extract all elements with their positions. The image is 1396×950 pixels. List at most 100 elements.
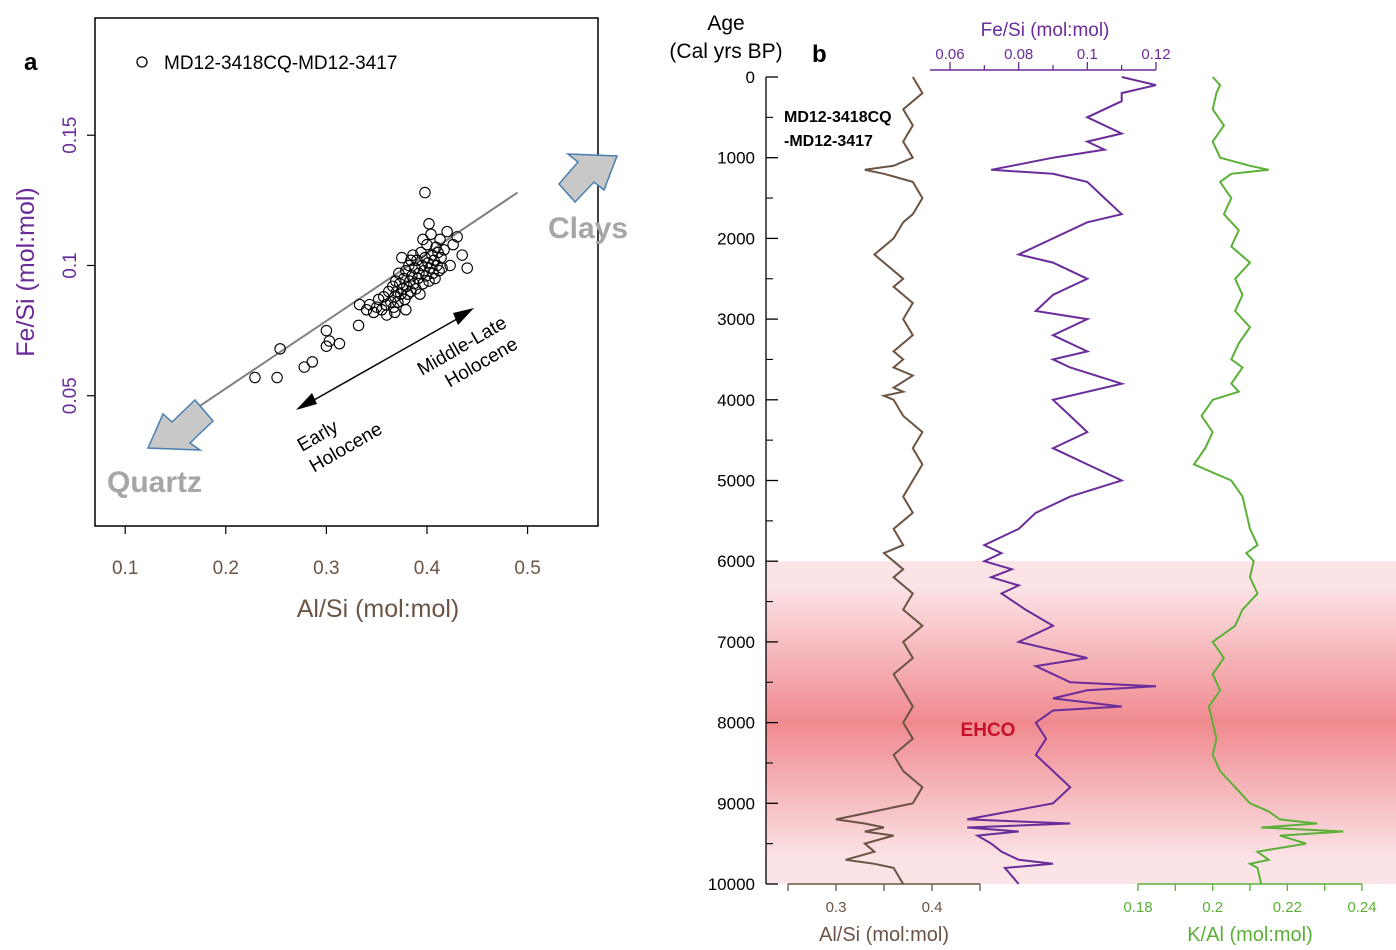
fesi-series-line [967, 76, 1157, 885]
alsi-tick-label: 0.3 [826, 899, 847, 916]
fesi-top-axis: 0.06 0.08 0.1 0.12 [930, 46, 1171, 71]
age-tick-label: 6000 [717, 552, 755, 571]
scatter-point [306, 356, 319, 368]
kal-bottom-axis: 0.18 0.2 0.22 0.24 [1123, 883, 1377, 916]
scatter-point [406, 270, 418, 282]
scatter-point [436, 262, 448, 274]
scatter-point [271, 371, 283, 384]
scatter-point [400, 304, 412, 316]
alsi-series-line [835, 76, 924, 885]
scatter-point [352, 319, 365, 332]
quartz-arrow-icon [146, 398, 215, 451]
age-label-line-1: Age [707, 12, 744, 35]
panel-b-label: b [812, 41, 827, 68]
fesi-tick-label: 0.08 [1004, 46, 1033, 63]
kal-tick-label: 0.18 [1123, 899, 1152, 916]
legend-marker-icon [136, 56, 148, 68]
scatter-point [320, 324, 333, 337]
age-axis-ticks: 0 1000 2000 3000 4000 5000 6000 7000 8000 9000 100… [708, 68, 778, 894]
kal-tick-label: 0.22 [1273, 899, 1302, 916]
scatter-point [451, 231, 463, 243]
y-tick-label: 0.05 [60, 377, 81, 414]
scatter-point [417, 277, 429, 290]
scatter-point [249, 371, 261, 384]
core-label-line-1: MD12-3418CQ [784, 109, 892, 126]
fesi-tick-label: 0.12 [1141, 46, 1170, 63]
scatter-point [419, 186, 431, 199]
ehco-band [766, 561, 1396, 884]
age-tick-label: 3000 [717, 310, 755, 329]
core-label-line-2: -MD12-3417 [784, 133, 873, 150]
scatter-point [398, 272, 410, 285]
scatter-point [392, 296, 404, 308]
scatter-point [423, 218, 435, 230]
alsi-axis-label: Al/Si (mol:mol) [819, 924, 949, 946]
x-tick-label: 0.1 [112, 558, 138, 579]
legend-label: MD12-3418CQ-MD12-3417 [164, 53, 397, 74]
y-tick-label: 0.15 [60, 117, 81, 154]
panel-b: b Age (Cal yrs BP) MD12-3418CQ -MD12-341… [669, 12, 1396, 946]
scatter-point [405, 254, 417, 267]
scatter-point [333, 337, 346, 350]
age-tick-label: 7000 [717, 633, 755, 652]
panel-a-x-ticks: 0.1 0.2 0.3 0.4 0.5 [112, 526, 541, 579]
panel-a-x-axis-label: Al/Si (mol:mol) [297, 595, 460, 623]
age-tick-label: 2000 [717, 229, 755, 248]
scatter-point [274, 343, 286, 355]
y-tick-label: 0.1 [60, 252, 81, 278]
scatter-point [444, 259, 456, 272]
scatter-point [396, 251, 408, 264]
age-tick-label: 4000 [717, 391, 755, 410]
age-tick-label: 10000 [708, 875, 755, 894]
age-tick-label: 9000 [717, 794, 755, 813]
early-holocene-annotation: Early Holocene [294, 416, 386, 477]
panel-a-y-axis-label: Fe/Si (mol:mol) [12, 187, 40, 356]
early-arrowhead-icon [296, 393, 317, 410]
scatter-point [456, 249, 468, 261]
scatter-point [416, 259, 428, 272]
kal-series-line [1192, 76, 1344, 885]
scatter-point [441, 225, 453, 238]
scatter-point [414, 288, 426, 300]
scatter-point [403, 259, 415, 272]
scatter-point [380, 309, 393, 321]
x-tick-label: 0.3 [313, 558, 339, 579]
fesi-axis-label: Fe/Si (mol:mol) [981, 20, 1110, 41]
alsi-tick-label: 0.4 [922, 899, 943, 916]
mid-late-holocene-annotation: Middle-Late Holocene [414, 313, 522, 393]
fesi-tick-label: 0.1 [1077, 46, 1098, 63]
clays-label: Clays [548, 212, 628, 245]
scatter-point [298, 361, 310, 373]
panel-a-label: a [24, 49, 38, 76]
scatter-point [389, 306, 401, 319]
scatter-point [461, 262, 473, 274]
scatter-point [417, 233, 429, 246]
scatter-point [433, 264, 445, 277]
age-tick-label: 1000 [717, 149, 755, 168]
holocene-arrow-line [306, 314, 465, 405]
scatter-point [402, 288, 414, 300]
age-tick-label: 5000 [717, 472, 755, 491]
scatter-point [438, 244, 450, 256]
kal-axis-label: K/Al (mol:mol) [1187, 924, 1313, 946]
late-arrowhead-icon [453, 308, 474, 325]
kal-tick-label: 0.24 [1347, 899, 1376, 916]
age-tick-label: 0 [746, 68, 755, 87]
age-label-line-2: (Cal yrs BP) [669, 40, 782, 63]
scatter-points [249, 186, 473, 384]
fesi-tick-label: 0.06 [935, 46, 964, 63]
scatter-point [434, 233, 446, 246]
ehco-label: EHCO [961, 720, 1016, 741]
scatter-point [353, 298, 366, 311]
x-tick-label: 0.2 [213, 558, 239, 579]
quartz-label: Quartz [107, 466, 202, 499]
age-tick-label: 8000 [717, 714, 755, 733]
panel-a: a Clays Quartz Early Holocene Middle-Lat… [12, 17, 628, 623]
scatter-point [447, 238, 459, 251]
clays-arrow-icon [558, 153, 619, 204]
panel-a-frame [94, 17, 599, 527]
x-tick-label: 0.4 [414, 558, 441, 579]
alsi-bottom-axis: 0.3 0.4 [787, 883, 981, 916]
panel-a-y-ticks: 0.05 0.1 0.15 [60, 117, 95, 414]
